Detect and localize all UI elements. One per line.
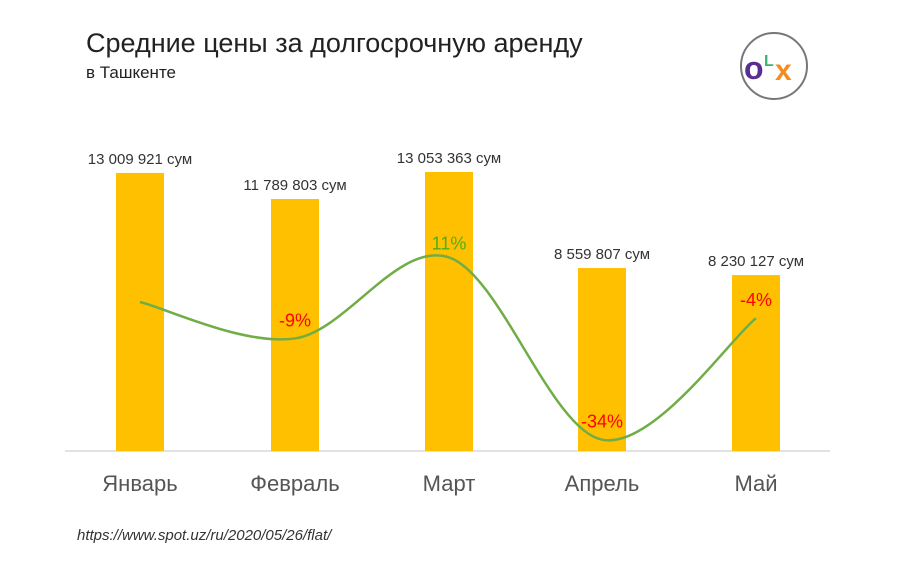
svg-text:L: L bbox=[764, 53, 774, 70]
month-label: Апрель bbox=[565, 471, 640, 496]
change-label: 11% bbox=[432, 233, 467, 253]
month-label: Март bbox=[423, 471, 476, 496]
chart-subtitle: в Ташкенте bbox=[86, 63, 176, 82]
bar-2 bbox=[425, 172, 473, 451]
svg-text:x: x bbox=[775, 54, 792, 87]
chart-title: Средние цены за долгосрочную аренду bbox=[86, 28, 583, 58]
svg-text:o: o bbox=[744, 50, 764, 86]
change-line bbox=[139, 254, 757, 442]
month-label: Февраль bbox=[250, 471, 339, 496]
value-label: 8 230 127 сум bbox=[708, 253, 804, 270]
change-label: -4% bbox=[740, 290, 772, 310]
bar-4 bbox=[732, 275, 780, 451]
bar-0 bbox=[116, 172, 164, 451]
value-label: 11 789 803 сум bbox=[243, 177, 346, 194]
month-label: Май bbox=[734, 471, 777, 496]
value-label: 13 053 363 сум bbox=[397, 150, 501, 167]
bar-1 bbox=[271, 199, 319, 451]
month-label: Январь bbox=[102, 471, 177, 496]
value-label: 13 009 921 сум bbox=[88, 151, 192, 168]
value-label: 8 559 807 сум bbox=[554, 246, 650, 263]
change-label: -9% bbox=[279, 310, 311, 330]
change-label: -34% bbox=[581, 412, 623, 432]
bar-3 bbox=[578, 268, 626, 451]
olx-logo: o L x bbox=[740, 32, 808, 100]
source-link[interactable]: https://www.spot.uz/ru/2020/05/26/flat/ bbox=[77, 527, 332, 544]
